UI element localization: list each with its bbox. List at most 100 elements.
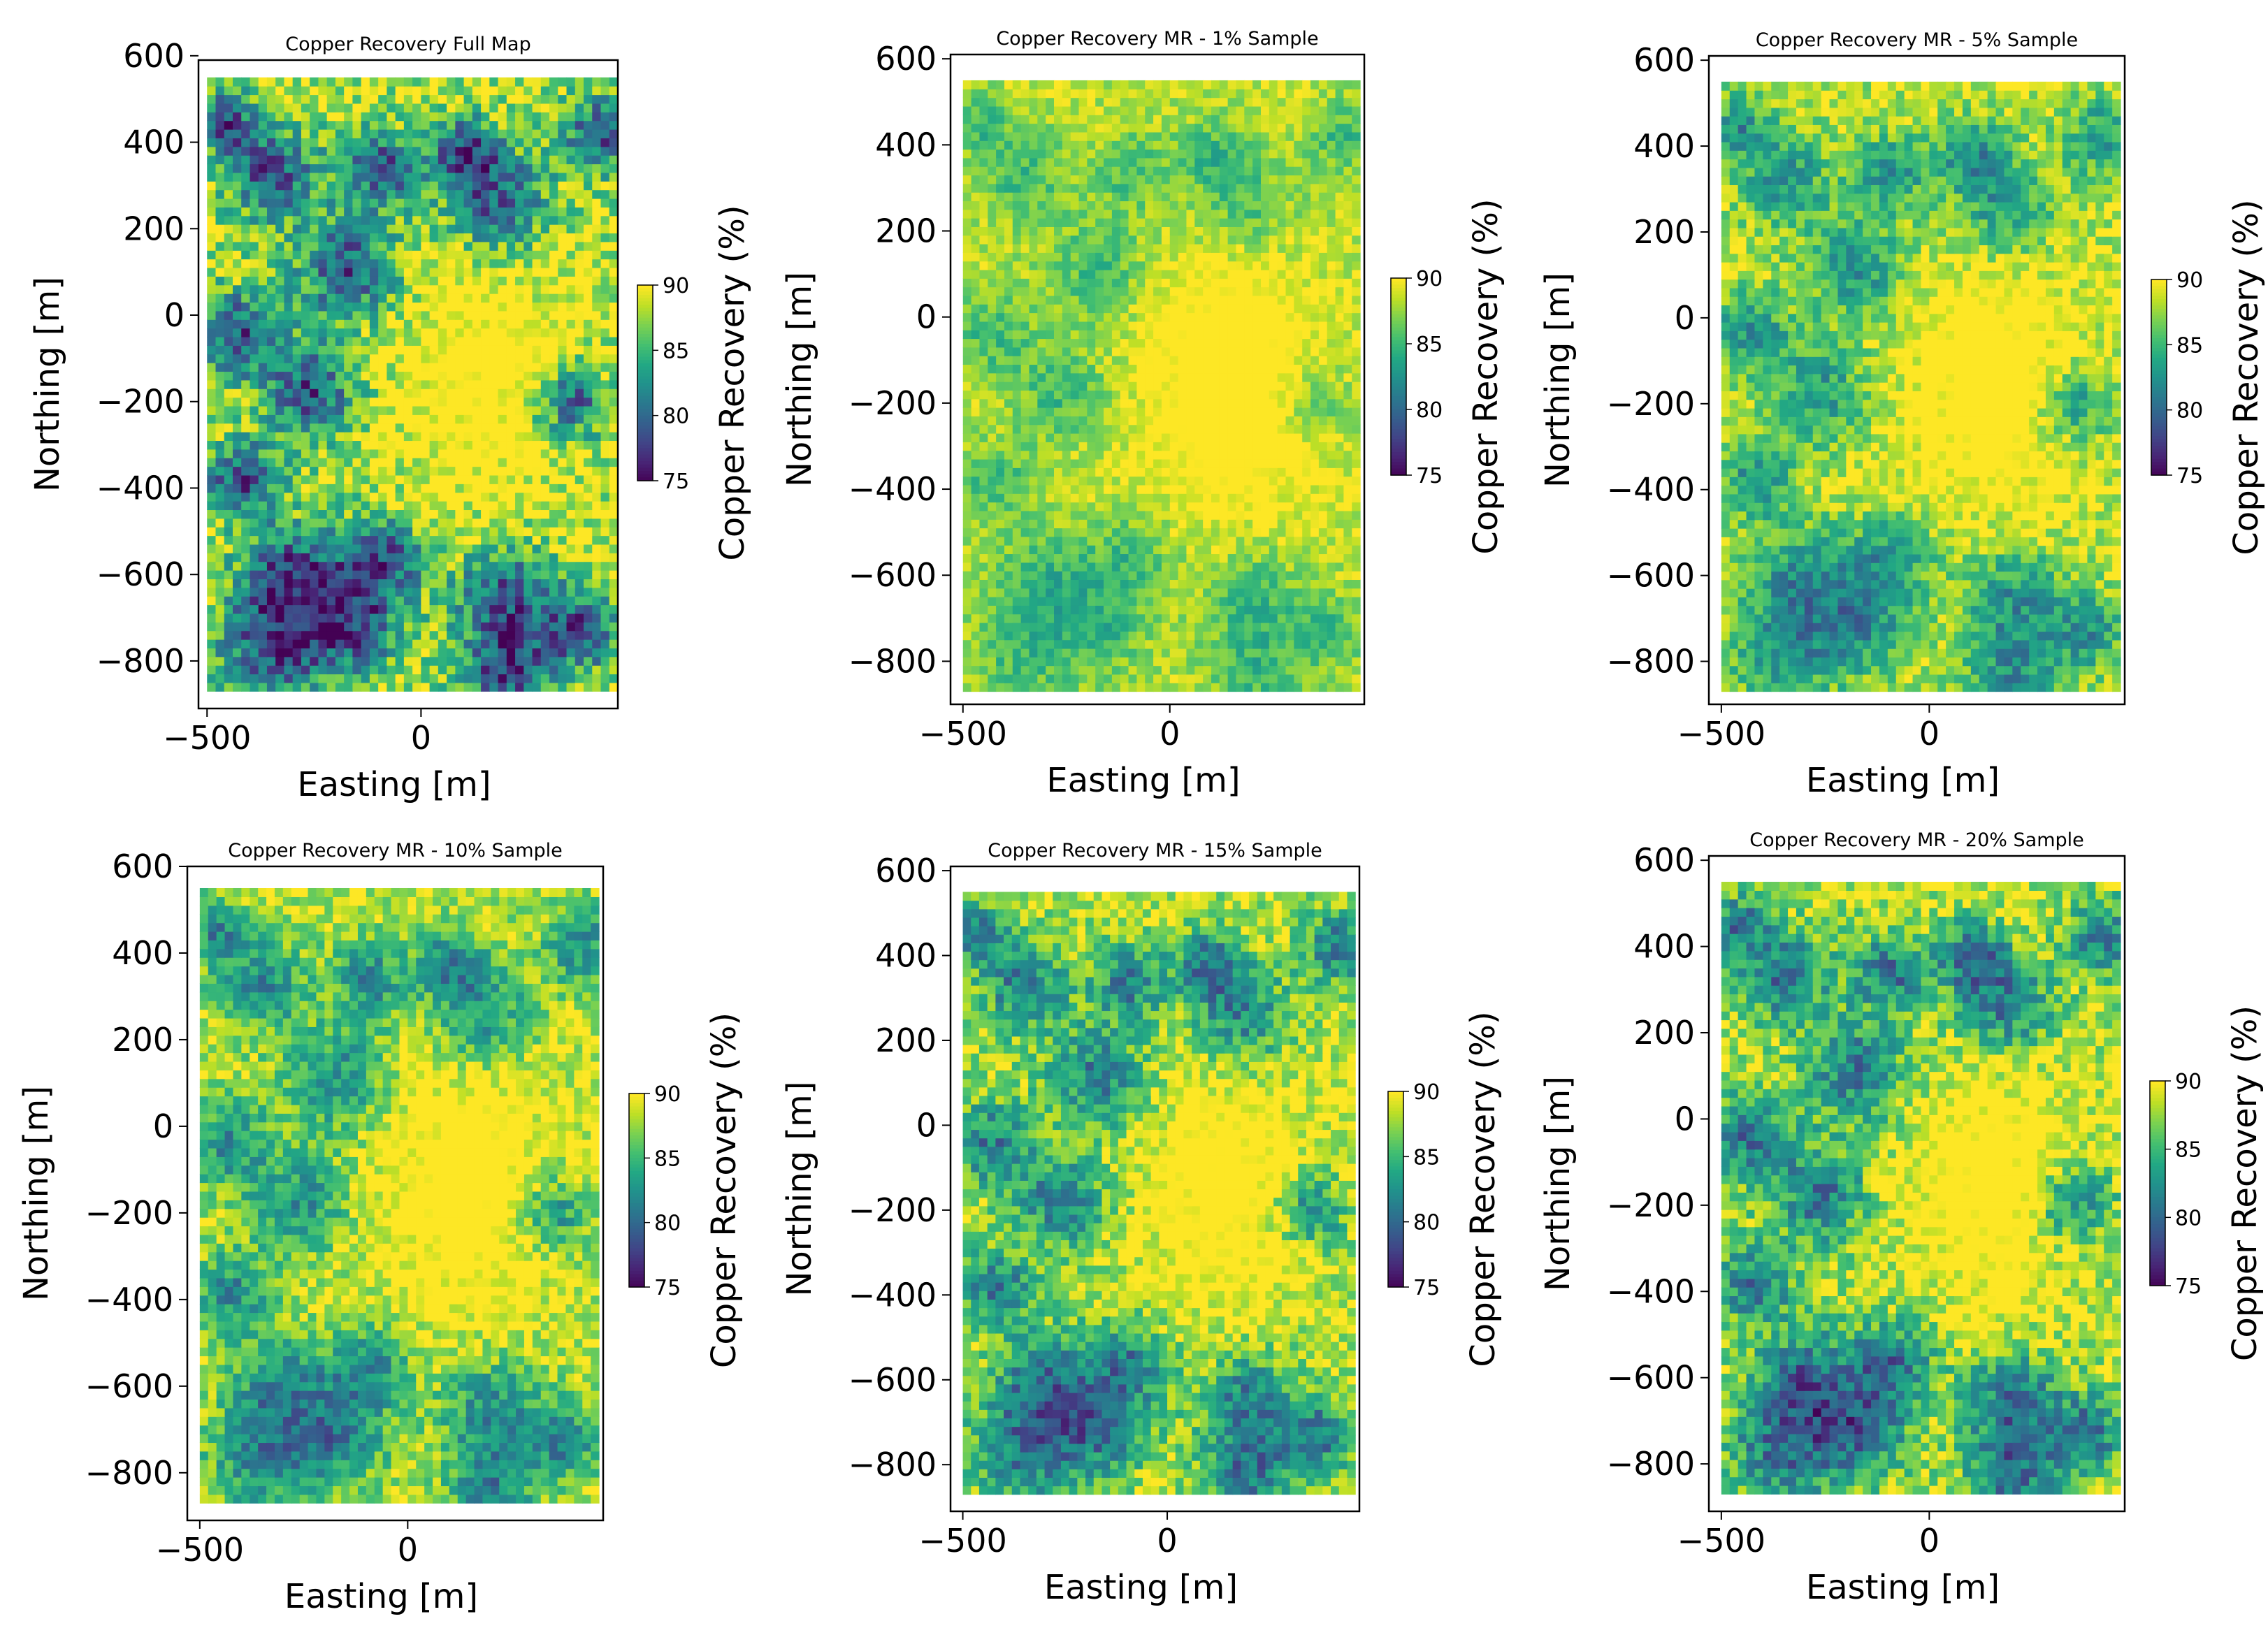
heatmap-cell xyxy=(1244,648,1253,657)
heatmap-cell xyxy=(326,328,336,337)
heatmap-cell xyxy=(971,536,981,546)
heatmap-cell xyxy=(1269,605,1278,615)
heatmap-cell xyxy=(326,181,336,191)
heatmap-cell xyxy=(1054,510,1063,520)
heatmap-cell xyxy=(498,224,507,234)
heatmap-cell xyxy=(566,518,576,528)
heatmap-cell xyxy=(1261,571,1270,580)
heatmap-cell xyxy=(498,293,507,303)
heatmap-cell xyxy=(310,440,319,450)
heatmap-cell xyxy=(481,319,490,329)
heatmap-cell xyxy=(344,553,353,562)
heatmap-cell xyxy=(232,181,242,191)
heatmap-cell xyxy=(1302,519,1311,529)
heatmap-cell xyxy=(549,458,558,467)
heatmap-cell xyxy=(361,371,370,381)
heatmap-cell xyxy=(515,449,524,458)
heatmap-cell xyxy=(301,466,310,476)
heatmap-cell xyxy=(421,345,431,355)
heatmap-cell xyxy=(403,345,413,355)
heatmap-cell xyxy=(369,207,379,217)
heatmap-cell xyxy=(1227,510,1237,520)
heatmap-cell xyxy=(421,674,431,683)
heatmap-cell xyxy=(566,310,576,320)
heatmap-cell xyxy=(1269,433,1278,442)
heatmap-cell xyxy=(962,639,972,649)
heatmap-cell xyxy=(344,302,353,312)
heatmap-cell xyxy=(584,120,593,130)
heatmap-cell xyxy=(224,397,233,407)
heatmap-cell xyxy=(361,509,370,519)
heatmap-cell xyxy=(592,405,602,415)
heatmap-cell xyxy=(600,363,610,372)
heatmap-cell xyxy=(1012,674,1022,683)
heatmap-cell xyxy=(472,224,482,234)
heatmap-cell xyxy=(301,215,310,225)
heatmap-cell xyxy=(207,570,217,579)
heatmap-cell xyxy=(1046,467,1055,477)
heatmap-cell xyxy=(1211,579,1220,589)
heatmap-cell xyxy=(266,181,276,191)
heatmap-cell xyxy=(600,250,610,260)
heatmap-cell xyxy=(1285,519,1294,529)
heatmap-cell xyxy=(1145,476,1154,486)
heatmap-cell xyxy=(566,224,576,234)
heatmap-cell xyxy=(971,657,981,667)
heatmap-cell xyxy=(472,215,482,225)
heatmap-cell xyxy=(1120,622,1129,632)
heatmap-cell xyxy=(1128,648,1137,657)
heatmap-cell xyxy=(1111,450,1121,460)
heatmap-cell xyxy=(224,579,233,588)
heatmap-cell xyxy=(558,284,568,294)
heatmap-cell xyxy=(1318,613,1328,623)
heatmap-cell xyxy=(584,345,593,355)
heatmap-cell xyxy=(284,587,294,597)
heatmap-cell xyxy=(266,363,276,372)
heatmap-cell xyxy=(395,656,405,666)
heatmap-cell xyxy=(207,345,217,355)
heatmap-cell xyxy=(421,397,431,407)
heatmap-cell xyxy=(575,553,584,562)
heatmap-cell xyxy=(258,155,268,165)
heatmap-cell xyxy=(232,432,242,442)
heatmap-cell xyxy=(1111,588,1121,597)
heatmap-cell xyxy=(378,397,387,407)
heatmap-cell xyxy=(1037,536,1046,546)
heatmap-cell xyxy=(395,77,405,87)
heatmap-cell xyxy=(455,371,465,381)
heatmap-cell xyxy=(284,397,294,407)
heatmap-cell xyxy=(335,570,345,579)
heatmap-cell xyxy=(395,458,405,467)
heatmap-cell xyxy=(1294,510,1303,520)
heatmap-cell xyxy=(438,259,447,268)
heatmap-cell xyxy=(1252,674,1262,683)
heatmap-cell xyxy=(318,414,328,424)
heatmap-cell xyxy=(378,155,387,165)
heatmap-cell xyxy=(421,648,431,657)
heatmap-cell xyxy=(1227,605,1237,615)
heatmap-cell xyxy=(369,414,379,424)
heatmap-cell xyxy=(979,458,988,468)
heatmap-cell xyxy=(1120,605,1129,615)
heatmap-cell xyxy=(421,613,431,623)
heatmap-cell xyxy=(1244,613,1253,623)
heatmap-cell xyxy=(447,103,456,112)
heatmap-cell xyxy=(1227,528,1237,537)
heatmap-cell xyxy=(403,267,413,277)
heatmap-cell xyxy=(489,474,499,484)
heatmap-cell xyxy=(275,622,285,632)
heatmap-cell xyxy=(971,648,981,657)
heatmap-cell xyxy=(1343,536,1352,546)
heatmap-cell xyxy=(523,484,533,493)
heatmap-cell xyxy=(335,587,345,597)
heatmap-cell xyxy=(310,250,319,260)
heatmap-cell xyxy=(352,587,362,597)
heatmap-cell xyxy=(215,354,225,363)
heatmap-cell xyxy=(540,561,550,571)
heatmap-cell xyxy=(1252,424,1262,434)
heatmap-cell xyxy=(207,103,217,112)
heatmap-cell xyxy=(1294,424,1303,434)
heatmap-cell xyxy=(352,103,362,112)
heatmap-cell xyxy=(1104,597,1113,606)
